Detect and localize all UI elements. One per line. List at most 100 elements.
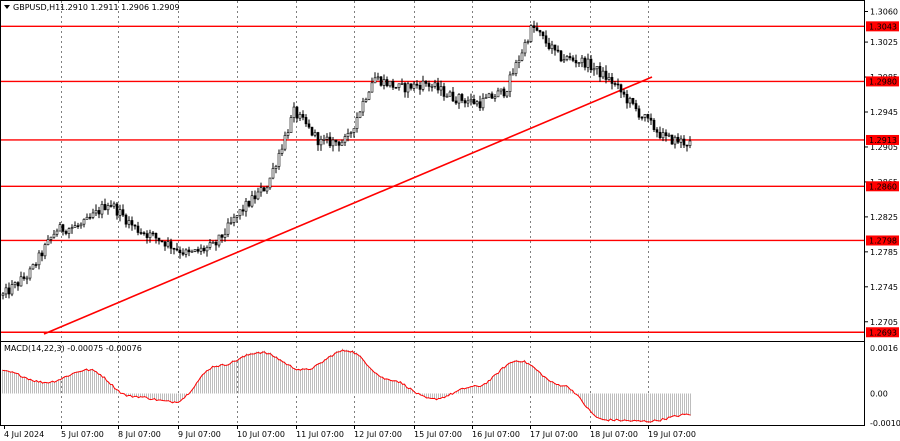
candle-body bbox=[541, 31, 545, 37]
candle-body bbox=[217, 234, 221, 246]
candle-body bbox=[544, 35, 548, 44]
candle-body bbox=[343, 136, 347, 143]
candle-body bbox=[616, 83, 620, 86]
candle-body bbox=[388, 80, 392, 87]
candle-body bbox=[361, 101, 365, 113]
candle-body bbox=[634, 103, 638, 110]
candle-body bbox=[526, 41, 530, 43]
candle-body bbox=[118, 209, 122, 216]
candle-body bbox=[127, 220, 131, 225]
x-tick-label: 8 Jul 07:00 bbox=[118, 430, 161, 439]
x-tick-label: 18 Jul 07:00 bbox=[590, 430, 638, 439]
level-label: 1.2913 bbox=[869, 136, 897, 145]
candle-body bbox=[658, 131, 662, 139]
candle-body bbox=[493, 96, 497, 99]
level-label-box bbox=[866, 327, 899, 338]
candle-body bbox=[421, 80, 425, 90]
candle-body bbox=[244, 200, 248, 212]
candle-body bbox=[445, 95, 449, 98]
level-label-box bbox=[866, 181, 899, 192]
macd-histogram bbox=[2, 348, 691, 423]
candle-body bbox=[271, 168, 275, 179]
chart-ohlc-values: 1.2910 1.2911 1.2906 1.2909 bbox=[60, 3, 180, 12]
candle-body bbox=[136, 225, 140, 233]
candle-body bbox=[682, 138, 686, 146]
trend-line-layer bbox=[43, 76, 653, 335]
candle-body bbox=[679, 138, 683, 143]
candle-body bbox=[262, 187, 266, 192]
dropdown-triangle-icon[interactable] bbox=[4, 5, 10, 9]
candle-body bbox=[415, 83, 419, 86]
level-label: 1.2860 bbox=[869, 182, 897, 191]
candle-body bbox=[475, 101, 479, 105]
candle-body bbox=[487, 93, 491, 98]
candle-body bbox=[25, 277, 29, 280]
y-tick-label: 1.2785 bbox=[870, 248, 898, 257]
level-label: 1.3043 bbox=[869, 22, 897, 31]
candle-body bbox=[208, 242, 212, 248]
candle-body bbox=[688, 140, 692, 146]
candle-body bbox=[46, 239, 50, 245]
candle-body bbox=[418, 84, 422, 90]
candle-body bbox=[433, 82, 437, 87]
candle-body bbox=[259, 187, 263, 193]
level-label: 1.2798 bbox=[869, 236, 897, 245]
candle-body bbox=[142, 232, 146, 235]
candle-body bbox=[286, 132, 290, 136]
candle-body bbox=[235, 215, 239, 218]
x-tick-label: 12 Jul 07:00 bbox=[354, 430, 402, 439]
candle-body bbox=[631, 97, 635, 104]
candle-body bbox=[283, 135, 287, 150]
candle-body bbox=[622, 91, 626, 95]
candle-body bbox=[88, 216, 92, 219]
candle-body bbox=[436, 82, 440, 91]
candle-body bbox=[496, 90, 500, 98]
candle-body bbox=[454, 100, 458, 104]
candle-body bbox=[664, 132, 668, 136]
candle-body bbox=[607, 77, 611, 80]
candle-body bbox=[280, 148, 284, 154]
candle-body bbox=[295, 106, 299, 119]
candle-body bbox=[580, 57, 584, 64]
candle-body bbox=[157, 237, 161, 242]
candle-body bbox=[574, 60, 578, 64]
candle-body bbox=[469, 98, 473, 102]
candle-body bbox=[598, 66, 602, 78]
candle-body bbox=[385, 79, 389, 87]
macd-indicator-label: MACD(14,22,3) -0.00075 -0.00076 bbox=[4, 344, 142, 353]
candle-body bbox=[97, 210, 101, 215]
candle-body bbox=[10, 284, 14, 295]
candle-body bbox=[460, 94, 464, 101]
candle-body bbox=[163, 241, 167, 247]
candle-body bbox=[82, 219, 86, 225]
candle-body bbox=[328, 136, 332, 147]
candle-body bbox=[499, 88, 503, 92]
y-tick-label: 1.2745 bbox=[870, 283, 898, 292]
candle-body bbox=[610, 77, 614, 84]
candle-body bbox=[355, 117, 359, 129]
candle-body bbox=[340, 141, 344, 146]
candle-body bbox=[532, 25, 536, 28]
level-label-box bbox=[866, 235, 899, 246]
candle-body bbox=[439, 86, 443, 91]
candle-body bbox=[175, 248, 179, 251]
candle-body bbox=[571, 57, 575, 61]
candle-body bbox=[478, 101, 482, 109]
candle-body bbox=[289, 117, 293, 133]
candle-body bbox=[511, 73, 515, 76]
candle-body bbox=[565, 56, 569, 60]
candle-body bbox=[661, 132, 665, 139]
candle-body bbox=[457, 94, 461, 104]
candle-body bbox=[613, 83, 617, 85]
candle-body bbox=[376, 76, 380, 79]
candle-body bbox=[604, 70, 608, 80]
candle-body bbox=[502, 88, 506, 97]
candle-body bbox=[49, 236, 53, 240]
candle-body bbox=[70, 227, 74, 229]
candle-body bbox=[547, 42, 551, 49]
candle-body bbox=[64, 231, 68, 234]
candle-body bbox=[124, 214, 128, 225]
candle-body bbox=[352, 128, 356, 133]
candle-body bbox=[196, 249, 200, 252]
